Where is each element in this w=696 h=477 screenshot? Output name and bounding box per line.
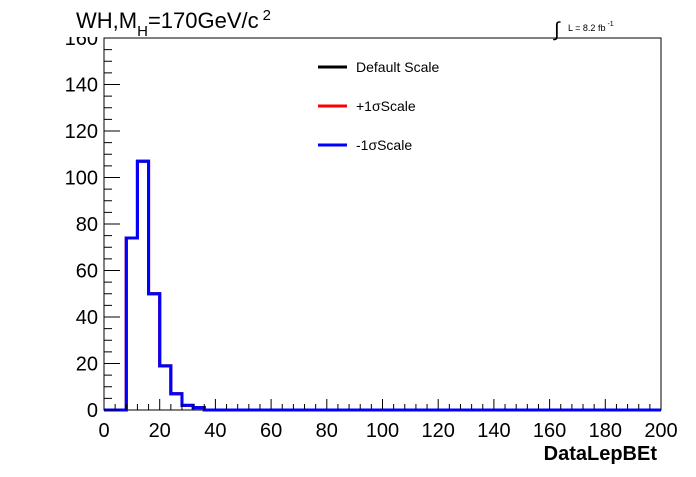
x-tick-label: 120 bbox=[422, 420, 455, 442]
y-tick-label: 20 bbox=[76, 354, 98, 376]
histogram-line-0 bbox=[104, 159, 661, 412]
x-tick-label: 200 bbox=[644, 420, 677, 442]
luminosity-text: L = 8.2 fb bbox=[568, 23, 605, 33]
plot-frame bbox=[103, 37, 662, 411]
luminosity-superscript: -1 bbox=[607, 21, 613, 28]
integral-sign: ∫ bbox=[553, 19, 561, 41]
legend-label: Default Scale bbox=[356, 59, 439, 75]
y-tick-label: 60 bbox=[76, 261, 98, 283]
y-tick-label: 40 bbox=[76, 307, 98, 329]
legend: Default Scale +1σScale -1σScale bbox=[318, 59, 439, 153]
x-tick-label: 140 bbox=[477, 420, 510, 442]
title-subscript: H bbox=[137, 23, 148, 40]
chart-title: WH,MH=170GeV/c 2 bbox=[76, 7, 271, 40]
title-superscript: 2 bbox=[263, 7, 271, 24]
luminosity-label: L = 8.2 fb -1 bbox=[568, 21, 614, 33]
y-tick-label: 140 bbox=[65, 75, 98, 97]
y-tick-label: 100 bbox=[65, 168, 98, 190]
x-tick-label: 60 bbox=[260, 420, 282, 442]
legend-label: +1σScale bbox=[356, 98, 416, 114]
x-tick-label: 40 bbox=[204, 420, 226, 442]
legend-label: -1σScale bbox=[356, 137, 412, 153]
x-axis-label: DataLepBEt bbox=[544, 443, 658, 465]
y-tick-label: 120 bbox=[65, 121, 98, 143]
x-tick-label: 160 bbox=[533, 420, 566, 442]
x-tick-label: 100 bbox=[366, 420, 399, 442]
x-tick-label: 0 bbox=[98, 420, 109, 442]
histogram-line-2 bbox=[104, 159, 661, 412]
x-tick-label: 20 bbox=[149, 420, 171, 442]
x-tick-label: 80 bbox=[316, 420, 338, 442]
histogram-series-layer bbox=[104, 159, 661, 412]
x-tick-label: 180 bbox=[589, 420, 622, 442]
title-main: WH,M bbox=[76, 8, 137, 33]
title-box bbox=[66, 0, 296, 37]
y-tick-label: 0 bbox=[87, 400, 98, 422]
histogram-line-1 bbox=[104, 159, 661, 412]
title-rest: =170GeV/c bbox=[148, 8, 259, 33]
axes-layer: 0 20 40 60 80 100 120 140 160 180 200 0 20 40 60 80 100 1… bbox=[65, 28, 678, 442]
y-tick-label: 80 bbox=[76, 214, 98, 236]
